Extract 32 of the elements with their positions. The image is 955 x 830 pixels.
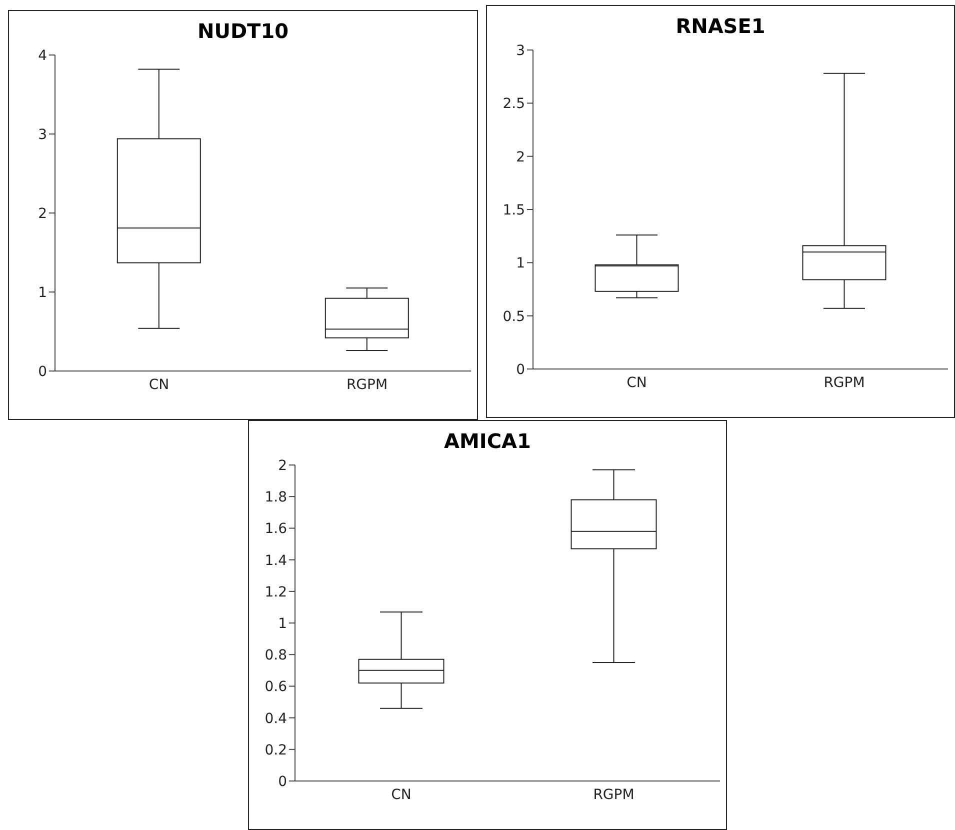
chart-title: RNASE1: [674, 14, 766, 38]
y-tick-label: 2: [38, 206, 47, 222]
y-tick-label: 1: [38, 284, 47, 301]
y-tick-label: 1.4: [264, 552, 288, 569]
y-tick-label: 1: [516, 256, 525, 272]
x-tick-label: CN: [148, 376, 170, 393]
y-tick-label: 1.6: [264, 521, 288, 538]
y-tick-label: 0: [278, 774, 287, 790]
x-tick-label: CN: [626, 374, 647, 391]
y-tick-label: 1.2: [264, 584, 287, 600]
x-tick-label: RGPM: [824, 374, 865, 391]
y-tick-label: 0.8: [264, 648, 287, 664]
y-tick-label: 1: [278, 616, 287, 632]
y-tick-label: 1.5: [502, 202, 525, 218]
chart-title: NUDT10: [196, 19, 290, 43]
y-tick-label: 3: [38, 126, 47, 143]
y-tick-label: 0.6: [264, 679, 288, 696]
y-tick-label: 2: [516, 149, 525, 166]
y-tick-label: 2.5: [502, 96, 525, 112]
y-tick-label: 0.2: [264, 742, 287, 758]
y-tick-label: 4: [38, 48, 48, 64]
y-tick-label: 1.8: [264, 490, 287, 506]
x-tick-label: RGPM: [593, 786, 634, 803]
y-tick-label: 0.5: [502, 308, 525, 325]
x-tick-label: RGPM: [346, 376, 388, 393]
y-tick-label: 3: [516, 42, 525, 59]
y-tick-label: 2: [278, 458, 287, 474]
chart-title: AMICA1: [443, 429, 532, 453]
y-tick-label: 0: [38, 364, 47, 380]
x-tick-label: CN: [391, 786, 412, 803]
y-tick-label: 0: [516, 362, 525, 378]
y-tick-label: 0.4: [264, 710, 288, 727]
